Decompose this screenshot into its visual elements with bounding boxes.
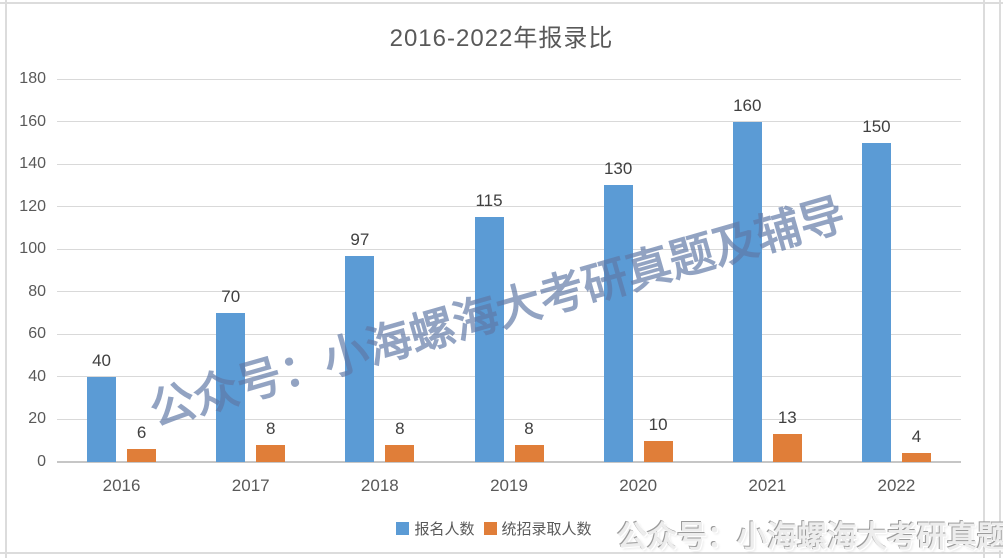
- gridline: [57, 163, 961, 165]
- y-axis-tick-label: 40: [28, 367, 46, 385]
- bar-admitted: [772, 434, 802, 462]
- gridline: [57, 248, 961, 250]
- y-axis-tick-label: 20: [28, 410, 46, 428]
- legend-swatch-icon: [396, 522, 410, 535]
- bar-applicants: [345, 256, 375, 462]
- y-axis-tick-label: 180: [19, 70, 46, 87]
- x-axis-line: [57, 461, 961, 463]
- y-axis-tick-label: 160: [19, 112, 46, 130]
- data-label: 8: [524, 419, 534, 438]
- gridline: [57, 78, 961, 80]
- data-label: 10: [648, 415, 668, 434]
- y-axis-tick-label: 140: [19, 155, 46, 173]
- y-axis-tick-label: 0: [37, 453, 46, 470]
- bar-admitted: [514, 445, 544, 462]
- x-axis-category-label: 2021: [748, 476, 787, 495]
- y-axis-tick-label: 60: [28, 325, 46, 343]
- x-axis-category-label: 2018: [360, 476, 399, 495]
- data-label: 6: [136, 423, 147, 442]
- data-label: 150: [862, 117, 891, 136]
- gridline: [57, 333, 961, 335]
- legend-label: 报名人数: [414, 521, 475, 538]
- frame-left-border: [5, 0, 7, 558]
- x-axis-category-label: 2022: [877, 476, 916, 495]
- y-axis-tick-label: 80: [28, 282, 46, 300]
- data-label: 70: [221, 287, 241, 306]
- bar-admitted: [256, 445, 286, 462]
- y-axis-tick-label: 120: [19, 197, 46, 215]
- bar-applicants: [603, 185, 633, 462]
- data-label: 13: [777, 408, 797, 427]
- legend-label: 统招录取人数: [501, 521, 592, 538]
- bar-applicants: [861, 143, 891, 462]
- gridline: [57, 376, 961, 378]
- legend-swatch-icon: [483, 522, 497, 535]
- bar-admitted: [901, 453, 931, 462]
- bar-applicants: [216, 313, 246, 462]
- gridline: [57, 291, 961, 293]
- frame-top-border: [0, 2, 1003, 4]
- bar-applicants: [87, 377, 117, 462]
- data-label: 8: [265, 419, 276, 438]
- bar-admitted: [127, 449, 157, 462]
- gridline: [57, 121, 961, 123]
- legend-item: 报名人数: [396, 518, 475, 539]
- y-axis-tick-label: 100: [19, 240, 46, 258]
- chart-right-border: [983, 0, 985, 558]
- gridline: [57, 206, 961, 208]
- x-axis-category-label: 2017: [231, 476, 270, 495]
- x-axis-category-label: 2016: [102, 476, 141, 495]
- data-label: 4: [911, 427, 922, 446]
- data-label: 115: [475, 191, 503, 210]
- data-label: 40: [92, 351, 112, 370]
- bar-admitted: [385, 445, 415, 462]
- data-label: 97: [350, 230, 370, 249]
- x-axis-category-label: 2020: [619, 476, 658, 495]
- legend-item: 统招录取人数: [483, 518, 592, 539]
- data-label: 130: [603, 159, 633, 178]
- x-axis-category-label: 2019: [490, 476, 528, 495]
- data-label: 8: [395, 419, 405, 438]
- chart-title: 2016-2022年报录比: [389, 25, 614, 52]
- bar-admitted: [643, 441, 673, 462]
- gridline: [57, 418, 961, 420]
- bar-applicants: [474, 217, 504, 462]
- chart-legend: 报名人数 统招录取人数: [0, 518, 988, 539]
- data-label: 160: [733, 96, 762, 115]
- sheet-right-gridline: [999, 0, 1001, 558]
- bar-applicants: [732, 122, 762, 462]
- frame-bottom-border: [0, 552, 1003, 554]
